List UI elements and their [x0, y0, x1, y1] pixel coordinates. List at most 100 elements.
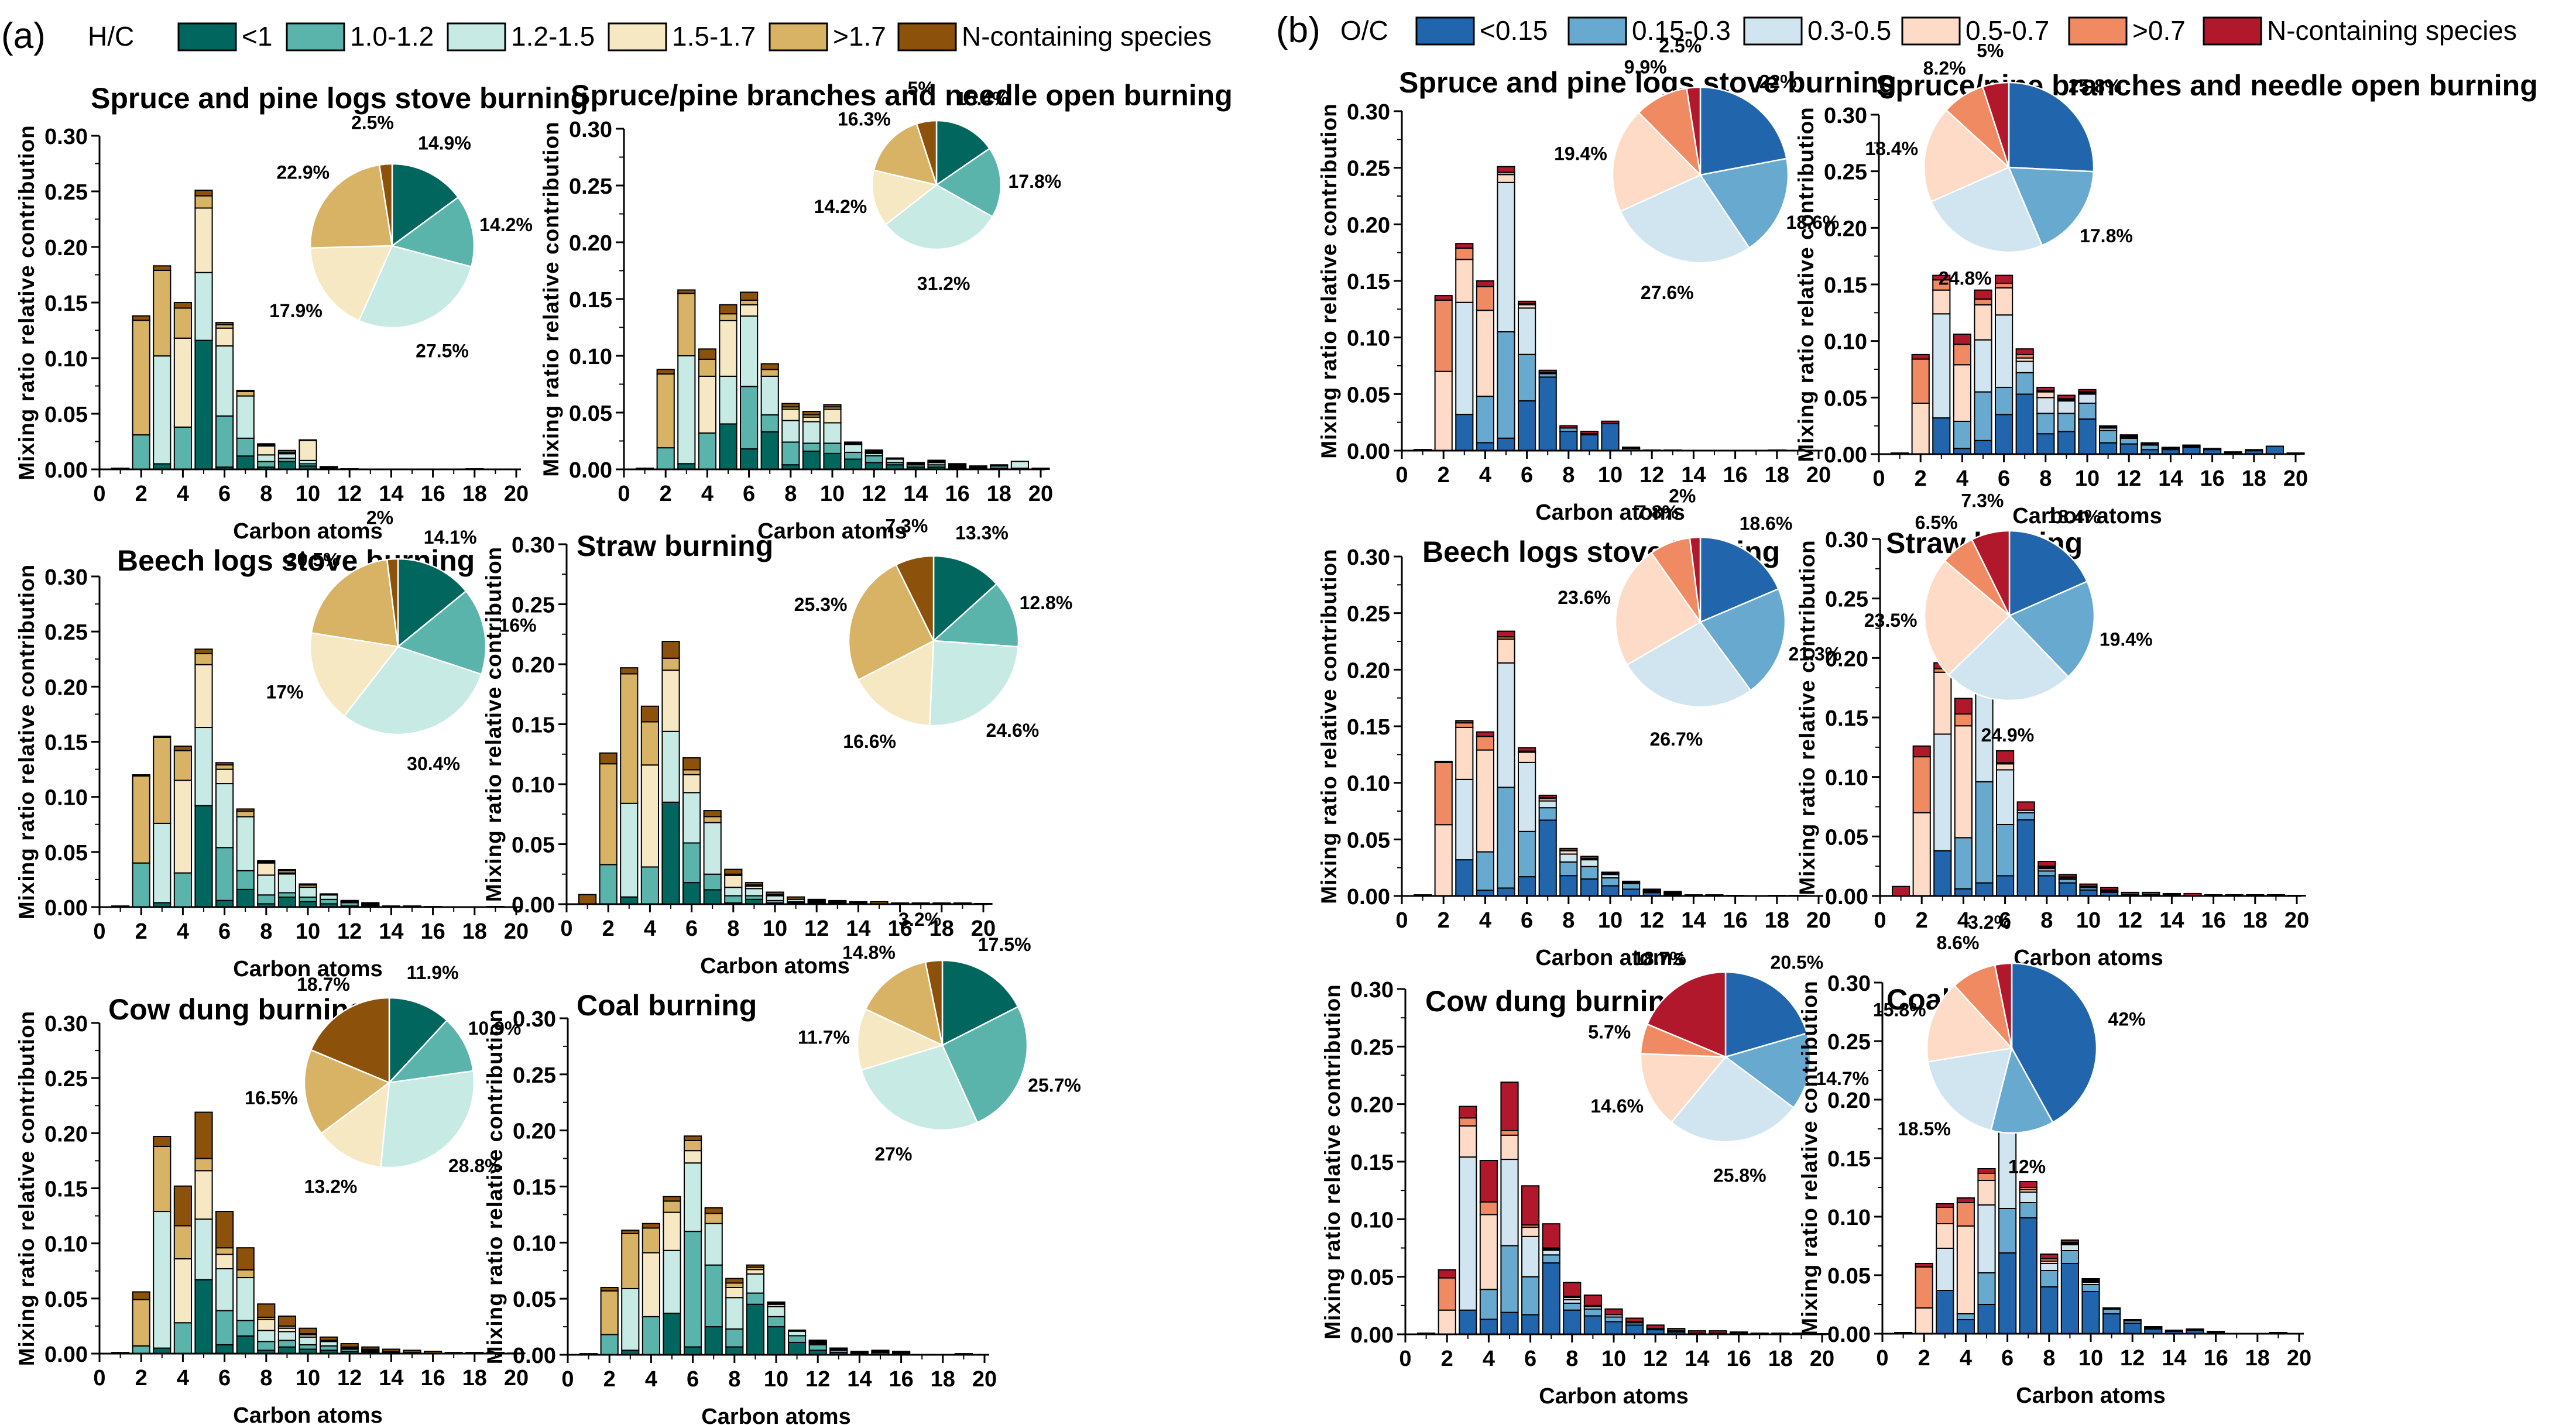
bar-segment: [684, 1162, 702, 1232]
pie-label: 18.7%: [297, 974, 350, 995]
bar-segment: [194, 339, 213, 470]
bar-segment: [1956, 1225, 1975, 1314]
pie-label: 14.1%: [424, 527, 477, 548]
y-tick-label: 0.15: [1347, 270, 1390, 294]
bar-segment: [320, 1336, 338, 1341]
bar-segment: [2078, 389, 2097, 393]
pie-slice: [1626, 621, 1752, 708]
x-tick-label: 10: [296, 1366, 320, 1390]
bar-segment: [1604, 1308, 1623, 1316]
bar-segment: [2060, 1239, 2079, 1243]
pie-slice: [884, 184, 994, 250]
bar-segment: [215, 847, 234, 901]
x-axis-label: Carbon atoms: [233, 957, 382, 981]
pie-chart: 14.9% 14.2% 27.5% 17.9% 22.9% 2.5%: [269, 112, 533, 362]
x-tick-label: 16: [2200, 466, 2224, 491]
bar-segment: [2161, 447, 2180, 449]
bar-segment: [1625, 1317, 1644, 1323]
bar-segment: [661, 730, 680, 803]
y-tick-label: 0.05: [1825, 825, 1868, 850]
bar-segment: [2079, 889, 2098, 897]
bar-segment: [640, 705, 659, 723]
y-tick-label: 0.30: [512, 533, 555, 558]
x-axis-label: Carbon atoms: [1535, 946, 1685, 970]
bar-segment: [740, 315, 759, 387]
bar-segment: [215, 899, 234, 908]
x-tick-label: 12: [862, 482, 886, 506]
bar-segment: [1497, 630, 1515, 638]
bar-segment: [724, 874, 743, 888]
legend-swatch: [1743, 16, 1803, 46]
bar-segment: [1542, 1254, 1560, 1264]
pie-label: 22.9%: [276, 162, 330, 183]
pie-slice: [860, 1044, 979, 1131]
bar-segment: [173, 746, 192, 751]
bar-segment: [600, 1290, 619, 1335]
bar-segment: [2057, 413, 2076, 432]
bar-segment: [194, 805, 213, 908]
bar-segment: [1559, 875, 1578, 897]
bar-segment: [703, 889, 722, 905]
legend-swatch: [1415, 16, 1475, 46]
bar-segment: [173, 750, 192, 781]
legend-swatch: [2203, 16, 2262, 46]
bar-segment: [698, 375, 716, 434]
bars: [1894, 1106, 2287, 1334]
pie-label: 2.5%: [351, 112, 394, 133]
y-axis-label: Mixing ratio relative contribution: [15, 125, 39, 480]
x-tick-label: 4: [1479, 463, 1491, 487]
pie-slice: [309, 245, 393, 322]
pie-slice: [343, 645, 482, 736]
bar-segment: [1995, 287, 2014, 316]
bar-segment: [1476, 286, 1494, 311]
pie-slice: [1981, 81, 2010, 168]
bar-segment: [2016, 812, 2035, 820]
bar-segment: [802, 421, 821, 444]
bar-segment: [1538, 800, 1557, 809]
x-tick-label: 0: [1872, 466, 1885, 491]
bar-segment: [2099, 425, 2118, 428]
bar-segment: [620, 802, 639, 898]
bar-segment: [1936, 1203, 1954, 1208]
bar-segment: [2099, 430, 2118, 444]
y-tick-label: 0.00: [1825, 885, 1868, 909]
bar-segment: [1455, 726, 1474, 780]
bar-segment: [153, 269, 171, 357]
chart-panel: Spruce and pine logs stove burning 0.00 0.…: [15, 82, 588, 544]
bar-segment: [2060, 1263, 2079, 1334]
x-tick-label: 12: [804, 916, 829, 941]
x-tick-label: 8: [1566, 1347, 1578, 1371]
pie-slice: [1724, 971, 1808, 1058]
x-tick-label: 2: [1441, 1347, 1453, 1371]
bar-segment: [1912, 745, 1931, 758]
pie-label: 5%: [908, 78, 935, 99]
pie-label: 13.2%: [304, 1176, 358, 1197]
bar-segment: [1518, 353, 1536, 401]
bar-segment: [2203, 448, 2222, 451]
y-tick-label: 0.25: [1347, 602, 1390, 627]
bar-segment: [767, 1306, 786, 1317]
pie-chart: 18.6% 21.3% 26.7% 23.6% 7.8%2%: [1558, 485, 1841, 749]
bar-segment: [257, 862, 276, 876]
y-tick-label: 0.30: [1827, 971, 1871, 996]
bar-segment: [2019, 1217, 2038, 1334]
pie-label: 23.6%: [1558, 587, 1611, 608]
pie-slice: [935, 147, 1002, 218]
y-axis-label: Mixing ratio relative contribution: [1795, 540, 1819, 895]
x-tick-label: 20: [2287, 1346, 2311, 1371]
chart-title: Straw burning: [577, 530, 773, 562]
bar-segment: [194, 1279, 213, 1354]
bar-segment: [682, 769, 701, 775]
legend-item: 1.2-1.5: [447, 21, 595, 51]
pie-label: 2%: [366, 507, 393, 528]
bar-segment: [1479, 1318, 1498, 1335]
bar-segment: [1563, 1282, 1582, 1297]
chart-panel: Beech logs stove burning0.000.050.100.15…: [15, 507, 537, 981]
bar-segment: [1538, 794, 1557, 798]
bar-segment: [1977, 1304, 1996, 1334]
y-tick-label: 0.20: [513, 1120, 556, 1144]
bar-segment: [236, 811, 255, 818]
bar-segment: [2036, 413, 2055, 435]
bar-segment: [1459, 1156, 1477, 1311]
pie-label: 7.3%: [885, 515, 928, 536]
